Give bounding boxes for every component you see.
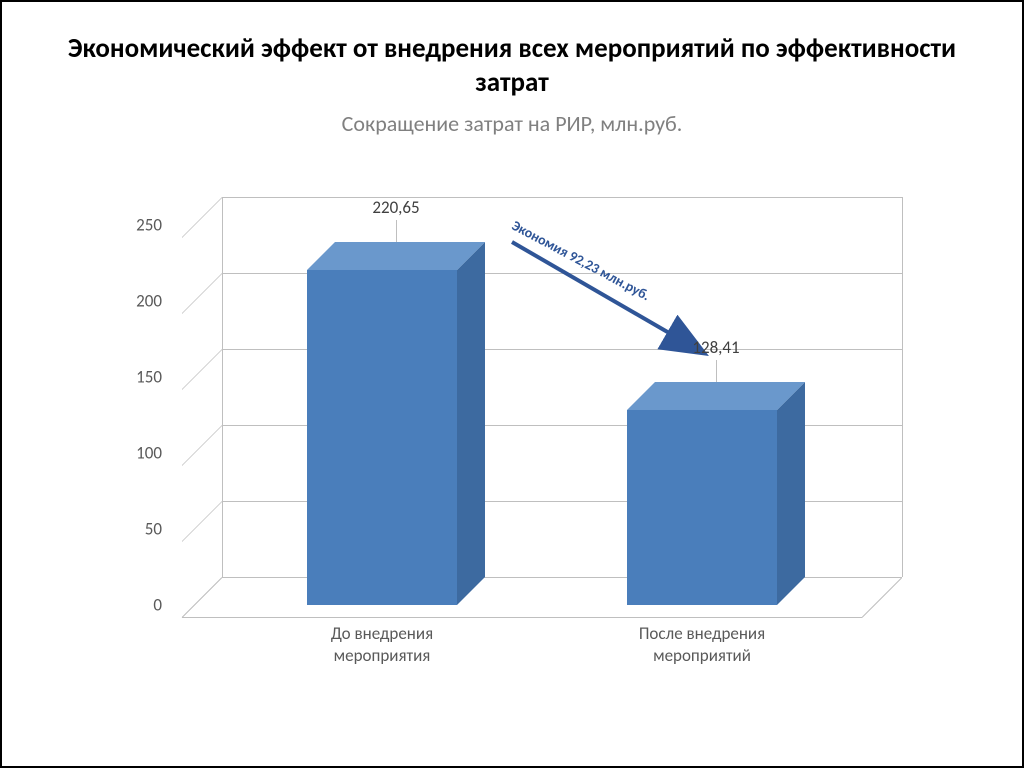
- chart-area: Экономия 92,23 млн.руб. 220,65128,41 050…: [112, 197, 932, 667]
- x-category-label: После внедрениямероприятий: [592, 623, 812, 667]
- gridline-side: [182, 501, 222, 542]
- bar-top: [627, 382, 805, 410]
- gridline-side: [182, 273, 222, 314]
- gridline: [222, 197, 902, 198]
- bar: [307, 270, 485, 605]
- x-category-label: До внедрениямероприятия: [272, 623, 492, 667]
- bar-front: [307, 270, 457, 605]
- back-right-edge: [902, 197, 903, 577]
- bar-side: [457, 242, 485, 605]
- slide-frame: Экономический эффект от внедрения всех м…: [0, 0, 1024, 768]
- gridline-side: [182, 349, 222, 390]
- value-leader-line: [396, 220, 397, 242]
- value-leader-line: [716, 360, 717, 382]
- slide-title: Экономический эффект от внедрения всех м…: [2, 2, 1022, 110]
- y-tick-label: 100: [102, 443, 162, 464]
- bar-top: [307, 242, 485, 270]
- bar-value-label: 220,65: [372, 197, 419, 218]
- back-left-edge: [222, 197, 223, 577]
- y-tick-label: 50: [102, 519, 162, 540]
- side-wall: [182, 197, 222, 617]
- chart-subtitle: Сокращение затрат на РИР, млн.руб.: [2, 110, 1022, 137]
- bar-value-label: 128,41: [692, 337, 739, 358]
- gridline-side: [182, 197, 222, 238]
- plot-region: Экономия 92,23 млн.руб. 220,65128,41: [182, 197, 902, 617]
- y-tick-label: 200: [102, 291, 162, 312]
- floor-diag-left: [182, 578, 222, 618]
- y-tick-label: 250: [102, 215, 162, 236]
- y-tick-label: 0: [102, 595, 162, 616]
- bar-side: [777, 382, 805, 605]
- bar: [627, 410, 805, 605]
- bar-front: [627, 410, 777, 605]
- floor-front-edge: [182, 617, 862, 618]
- floor-diag-right: [862, 578, 902, 618]
- y-tick-label: 150: [102, 367, 162, 388]
- gridline-side: [182, 425, 222, 466]
